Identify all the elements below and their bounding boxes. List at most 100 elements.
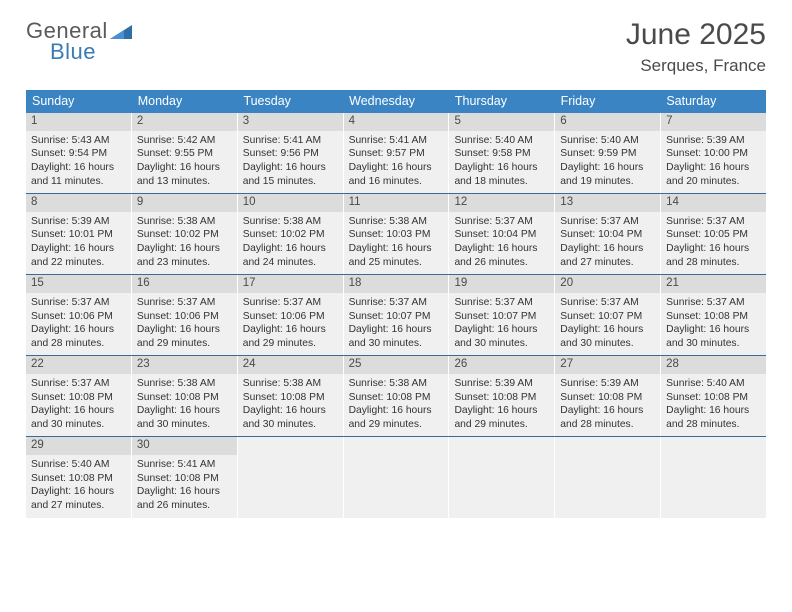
- day-detail-line: Sunset: 9:59 PM: [560, 147, 655, 161]
- day-number: 14: [661, 194, 766, 212]
- day-detail-line: Sunset: 9:58 PM: [454, 147, 549, 161]
- day-detail-line: Sunrise: 5:40 AM: [560, 134, 655, 148]
- brand-triangle-icon: [110, 19, 132, 45]
- calendar-cell: 10Sunrise: 5:38 AMSunset: 10:02 PMDaylig…: [238, 194, 344, 274]
- calendar-cell: 7Sunrise: 5:39 AMSunset: 10:00 PMDayligh…: [661, 113, 766, 193]
- weekday-header: Sunday: [26, 90, 132, 113]
- day-number: 24: [238, 356, 343, 374]
- day-detail-line: Daylight: 16 hours: [349, 323, 444, 337]
- day-details: Sunrise: 5:37 AMSunset: 10:05 PMDaylight…: [661, 212, 766, 274]
- calendar-cell-empty: [661, 437, 766, 517]
- day-detail-line: Sunset: 10:08 PM: [666, 391, 761, 405]
- day-number: 5: [449, 113, 554, 131]
- day-details: Sunrise: 5:40 AMSunset: 9:58 PMDaylight:…: [449, 131, 554, 193]
- day-details: Sunrise: 5:37 AMSunset: 10:08 PMDaylight…: [26, 374, 131, 436]
- calendar-cell: 20Sunrise: 5:37 AMSunset: 10:07 PMDaylig…: [555, 275, 661, 355]
- day-details: Sunrise: 5:37 AMSunset: 10:07 PMDaylight…: [555, 293, 660, 355]
- day-detail-line: Sunrise: 5:39 AM: [31, 215, 126, 229]
- day-number: 21: [661, 275, 766, 293]
- day-details: Sunrise: 5:39 AMSunset: 10:00 PMDaylight…: [661, 131, 766, 193]
- day-detail-line: and 29 minutes.: [454, 418, 549, 432]
- day-detail-line: Sunrise: 5:38 AM: [349, 215, 444, 229]
- day-detail-line: and 15 minutes.: [243, 175, 338, 189]
- calendar-row: 15Sunrise: 5:37 AMSunset: 10:06 PMDaylig…: [26, 274, 766, 355]
- calendar-cell-empty: [238, 437, 344, 517]
- day-detail-line: Daylight: 16 hours: [137, 161, 232, 175]
- day-detail-line: and 28 minutes.: [560, 418, 655, 432]
- day-detail-line: Sunrise: 5:37 AM: [31, 377, 126, 391]
- day-detail-line: Sunrise: 5:41 AM: [243, 134, 338, 148]
- day-details: Sunrise: 5:38 AMSunset: 10:08 PMDaylight…: [132, 374, 237, 436]
- day-details: Sunrise: 5:37 AMSunset: 10:06 PMDaylight…: [132, 293, 237, 355]
- calendar-row: 29Sunrise: 5:40 AMSunset: 10:08 PMDaylig…: [26, 436, 766, 517]
- day-detail-line: and 23 minutes.: [137, 256, 232, 270]
- day-detail-line: Sunrise: 5:37 AM: [666, 215, 761, 229]
- day-number: 12: [449, 194, 554, 212]
- day-detail-line: Daylight: 16 hours: [31, 404, 126, 418]
- day-detail-line: Sunrise: 5:37 AM: [31, 296, 126, 310]
- day-detail-line: Sunrise: 5:38 AM: [243, 215, 338, 229]
- calendar-cell: 9Sunrise: 5:38 AMSunset: 10:02 PMDayligh…: [132, 194, 238, 274]
- day-detail-line: Sunrise: 5:37 AM: [137, 296, 232, 310]
- page-subtitle: Serques, France: [626, 56, 766, 76]
- day-detail-line: and 30 minutes.: [560, 337, 655, 351]
- day-detail-line: Sunrise: 5:38 AM: [137, 215, 232, 229]
- day-number: 8: [26, 194, 131, 212]
- day-detail-line: Sunset: 10:04 PM: [560, 228, 655, 242]
- day-number: 1: [26, 113, 131, 131]
- day-detail-line: Sunrise: 5:37 AM: [243, 296, 338, 310]
- day-detail-line: Daylight: 16 hours: [349, 242, 444, 256]
- day-detail-line: Sunset: 10:07 PM: [454, 310, 549, 324]
- day-detail-line: Sunset: 10:08 PM: [137, 391, 232, 405]
- day-detail-line: Sunset: 9:56 PM: [243, 147, 338, 161]
- day-details: Sunrise: 5:41 AMSunset: 9:56 PMDaylight:…: [238, 131, 343, 193]
- day-details: Sunrise: 5:38 AMSunset: 10:08 PMDaylight…: [238, 374, 343, 436]
- day-number: 29: [26, 437, 131, 455]
- day-detail-line: Sunset: 10:08 PM: [666, 310, 761, 324]
- day-detail-line: and 28 minutes.: [666, 256, 761, 270]
- day-detail-line: and 11 minutes.: [31, 175, 126, 189]
- day-detail-line: Sunset: 10:03 PM: [349, 228, 444, 242]
- day-detail-line: and 18 minutes.: [454, 175, 549, 189]
- day-detail-line: and 19 minutes.: [560, 175, 655, 189]
- day-detail-line: Sunset: 9:57 PM: [349, 147, 444, 161]
- day-detail-line: Daylight: 16 hours: [560, 242, 655, 256]
- day-detail-line: Sunrise: 5:37 AM: [666, 296, 761, 310]
- day-detail-line: and 16 minutes.: [349, 175, 444, 189]
- calendar-cell-empty: [555, 437, 661, 517]
- day-number: 6: [555, 113, 660, 131]
- calendar-cell: 26Sunrise: 5:39 AMSunset: 10:08 PMDaylig…: [449, 356, 555, 436]
- weekday-header: Thursday: [449, 90, 555, 113]
- day-details: Sunrise: 5:37 AMSunset: 10:06 PMDaylight…: [238, 293, 343, 355]
- day-details: Sunrise: 5:42 AMSunset: 9:55 PMDaylight:…: [132, 131, 237, 193]
- day-detail-line: Daylight: 16 hours: [349, 161, 444, 175]
- calendar-cell: 15Sunrise: 5:37 AMSunset: 10:06 PMDaylig…: [26, 275, 132, 355]
- day-detail-line: and 22 minutes.: [31, 256, 126, 270]
- day-detail-line: Sunrise: 5:38 AM: [137, 377, 232, 391]
- day-detail-line: Daylight: 16 hours: [243, 161, 338, 175]
- day-detail-line: Sunrise: 5:37 AM: [454, 296, 549, 310]
- day-detail-line: Daylight: 16 hours: [137, 485, 232, 499]
- day-detail-line: and 30 minutes.: [137, 418, 232, 432]
- day-detail-line: and 25 minutes.: [349, 256, 444, 270]
- day-detail-line: and 27 minutes.: [560, 256, 655, 270]
- day-detail-line: Daylight: 16 hours: [243, 323, 338, 337]
- day-detail-line: and 29 minutes.: [137, 337, 232, 351]
- day-details: Sunrise: 5:37 AMSunset: 10:06 PMDaylight…: [26, 293, 131, 355]
- day-detail-line: Daylight: 16 hours: [31, 161, 126, 175]
- day-number: 3: [238, 113, 343, 131]
- day-detail-line: and 30 minutes.: [454, 337, 549, 351]
- day-detail-line: Sunrise: 5:37 AM: [560, 296, 655, 310]
- day-detail-line: Sunset: 10:02 PM: [243, 228, 338, 242]
- day-detail-line: and 28 minutes.: [666, 418, 761, 432]
- day-number: 19: [449, 275, 554, 293]
- day-number: 10: [238, 194, 343, 212]
- day-detail-line: Daylight: 16 hours: [454, 242, 549, 256]
- day-details: Sunrise: 5:37 AMSunset: 10:04 PMDaylight…: [555, 212, 660, 274]
- day-detail-line: and 28 minutes.: [31, 337, 126, 351]
- day-detail-line: Sunset: 10:08 PM: [454, 391, 549, 405]
- day-details: Sunrise: 5:37 AMSunset: 10:08 PMDaylight…: [661, 293, 766, 355]
- day-detail-line: and 27 minutes.: [31, 499, 126, 513]
- day-detail-line: Daylight: 16 hours: [31, 323, 126, 337]
- calendar-cell-empty: [344, 437, 450, 517]
